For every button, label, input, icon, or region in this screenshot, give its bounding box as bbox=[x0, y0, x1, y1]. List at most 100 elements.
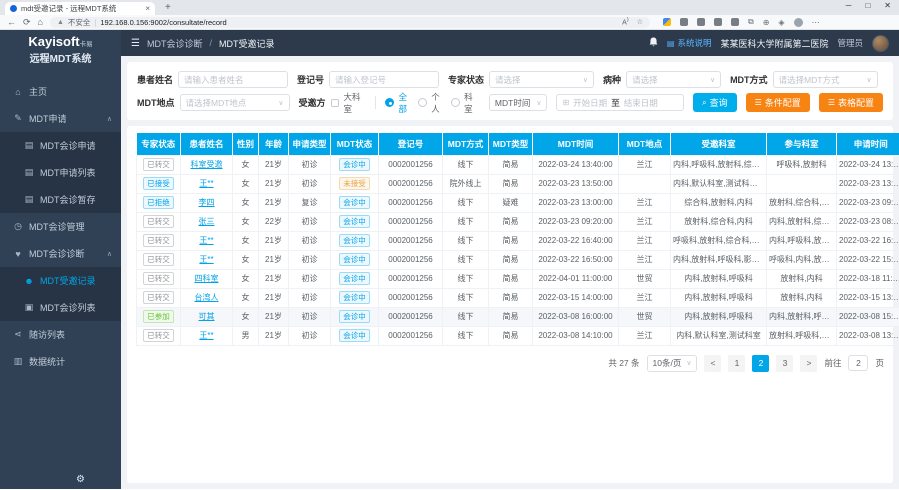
page-button-3[interactable]: 3 bbox=[776, 355, 793, 372]
page-button-2[interactable]: 2 bbox=[752, 355, 769, 372]
sidebar-item-label: MDT受邀记录 bbox=[40, 274, 96, 287]
invitee-radio-label[interactable]: 全部 bbox=[398, 91, 414, 115]
sidebar-item-MDT会诊管理[interactable]: ◷MDT会诊管理 bbox=[0, 213, 121, 240]
window-maximize-button[interactable]: □ bbox=[865, 1, 870, 10]
invitee-radio-全部[interactable] bbox=[385, 98, 394, 107]
dept-checkbox-label[interactable]: 大科室 bbox=[344, 91, 367, 115]
favorite-icon[interactable]: ☆ bbox=[637, 18, 643, 26]
sidebar-item-MDT会诊列表[interactable]: ▣MDT会诊列表 bbox=[0, 294, 121, 321]
patient-name-link[interactable]: 科室受邀 bbox=[191, 160, 223, 169]
sidebar-item-MDT申请列表[interactable]: ▤MDT申请列表 bbox=[0, 159, 121, 186]
sidebar-item-主页[interactable]: ⌂主页 bbox=[0, 78, 121, 105]
browser-tab[interactable]: mdt受邀记录 - 远程MDT系统 × bbox=[5, 2, 155, 15]
page-size-select[interactable]: 10条/页 ∨ bbox=[647, 355, 698, 372]
patient-name-link[interactable]: 四科室 bbox=[195, 274, 219, 283]
cell-apply_time: 2022-03-23 09:35:39 bbox=[837, 193, 899, 212]
goto-page-input[interactable]: 2 bbox=[848, 355, 868, 371]
mdt-time-select[interactable]: MDT时间 ∨ bbox=[489, 94, 548, 111]
cell-name: 王** bbox=[181, 231, 233, 250]
sidebar-item-MDT申请[interactable]: ✎MDT申请∧ bbox=[0, 105, 121, 132]
extension-icon[interactable] bbox=[663, 18, 671, 26]
dept-checkbox[interactable] bbox=[331, 99, 339, 107]
disease-select[interactable]: 请选择 ∨ bbox=[626, 71, 721, 88]
cell-mdt_type: 简易 bbox=[489, 155, 533, 174]
date-range-input[interactable]: ⊞ 开始日期 至 结束日期 bbox=[556, 94, 684, 111]
cell-invited_depts: 内科,放射科,呼吸科 bbox=[671, 288, 767, 307]
breadcrumb-current: MDT受邀记录 bbox=[219, 37, 275, 50]
column-header: 参与科室 bbox=[767, 133, 837, 155]
home-icon-browser[interactable]: ⌂ bbox=[38, 18, 43, 27]
invitee-radio-个人[interactable] bbox=[418, 98, 427, 107]
register-no-input[interactable]: 请输入登记号 bbox=[329, 71, 439, 88]
tab-close-icon[interactable]: × bbox=[145, 5, 150, 13]
browser-profile-avatar[interactable] bbox=[794, 18, 803, 27]
prev-page-button[interactable]: < bbox=[704, 355, 721, 372]
settings-gear-icon[interactable]: ⚙ bbox=[76, 474, 85, 485]
window-minimize-button[interactable]: ─ bbox=[846, 1, 852, 10]
browser-address-bar: ← ⟳ ⌂ ▲ 不安全 | 192.168.0.156:9002/consult… bbox=[0, 15, 899, 30]
read-aloud-icon[interactable]: A) bbox=[622, 17, 629, 26]
extension-icon[interactable] bbox=[714, 18, 722, 26]
breadcrumb-root[interactable]: MDT会诊诊断 bbox=[147, 37, 203, 50]
cell-age: 21岁 bbox=[259, 269, 289, 288]
split-screen-icon[interactable]: ⧉ bbox=[748, 17, 754, 27]
pagination-total: 共 27 条 bbox=[608, 357, 639, 369]
sidebar-item-MDT会诊诊断[interactable]: ♥MDT会诊诊断∧ bbox=[0, 240, 121, 267]
patient-name-link[interactable]: 王** bbox=[199, 255, 213, 264]
url-field[interactable]: ▲ 不安全 | 192.168.0.156:9002/consultate/re… bbox=[50, 17, 650, 28]
security-warning-icon[interactable]: ▲ bbox=[57, 19, 64, 26]
system-help-link[interactable]: ▤ 系统说明 bbox=[667, 37, 712, 49]
patient-name-input[interactable]: 请输入患者姓名 bbox=[178, 71, 288, 88]
expert-status-placeholder: 请选择 bbox=[495, 74, 521, 86]
cell-mdt_mode: 线下 bbox=[443, 193, 489, 212]
table-row: 已转交王**女21岁初诊会诊中0002001256线下简易2022-03-22 … bbox=[137, 231, 899, 250]
search-button[interactable]: ⌕ 查询 bbox=[693, 93, 737, 112]
extension-icon[interactable] bbox=[697, 18, 705, 26]
user-avatar[interactable] bbox=[872, 35, 889, 52]
back-icon[interactable]: ← bbox=[7, 18, 16, 27]
patient-name-link[interactable]: 张三 bbox=[199, 217, 215, 226]
collections-icon[interactable]: ⊕ bbox=[763, 18, 770, 27]
extension-icon[interactable] bbox=[731, 18, 739, 26]
cell-mdt_status: 会诊中 bbox=[331, 193, 379, 212]
patient-name-link[interactable]: 可其 bbox=[199, 312, 215, 321]
table-config-button[interactable]: ☰ 表格配置 bbox=[819, 93, 883, 112]
status-tag: 会诊中 bbox=[339, 310, 370, 323]
refresh-icon[interactable]: ⟳ bbox=[23, 18, 31, 27]
patient-name-link[interactable]: 王** bbox=[199, 179, 213, 188]
cell-mdt_time: 2022-03-22 16:50:00 bbox=[533, 250, 619, 269]
status-tag: 已转交 bbox=[143, 158, 174, 171]
patient-name-link[interactable]: 李四 bbox=[199, 198, 215, 207]
patient-name-link[interactable]: 王** bbox=[199, 236, 213, 245]
menu-collapse-icon[interactable]: ☰ bbox=[131, 38, 140, 49]
cell-apply_type: 初诊 bbox=[289, 326, 331, 345]
bell-icon[interactable] bbox=[649, 37, 658, 49]
sidebar-item-数据统计[interactable]: ▥数据统计 bbox=[0, 348, 121, 375]
invitee-radio-科室[interactable] bbox=[451, 98, 460, 107]
page-button-1[interactable]: 1 bbox=[728, 355, 745, 372]
patient-name-link[interactable]: 王** bbox=[199, 331, 213, 340]
next-page-button[interactable]: > bbox=[800, 355, 817, 372]
mdt-mode-select[interactable]: 请选择MDT方式 ∨ bbox=[773, 71, 878, 88]
cell-age: 21岁 bbox=[259, 326, 289, 345]
cell-name: 四科室 bbox=[181, 269, 233, 288]
window-close-button[interactable]: ✕ bbox=[884, 1, 891, 10]
invitee-radio-label[interactable]: 个人 bbox=[431, 91, 447, 115]
expert-status-select[interactable]: 请选择 ∨ bbox=[489, 71, 594, 88]
invitee-radio-label[interactable]: 科室 bbox=[464, 91, 480, 115]
sidebar-item-label: 主页 bbox=[29, 85, 47, 98]
cell-name: 王** bbox=[181, 174, 233, 193]
cell-gender: 男 bbox=[233, 326, 259, 345]
sidebar-item-MDT会诊暂存[interactable]: ▤MDT会诊暂存 bbox=[0, 186, 121, 213]
new-tab-button[interactable]: + bbox=[165, 3, 171, 13]
sidebar-item-MDT受邀记录[interactable]: ☻MDT受邀记录 bbox=[0, 267, 121, 294]
extension-icon[interactable] bbox=[680, 18, 688, 26]
browser-shield-icon[interactable]: ◈ bbox=[778, 18, 784, 27]
cell-mdt_time: 2022-03-15 14:00:00 bbox=[533, 288, 619, 307]
condition-config-button[interactable]: ☰ 条件配置 bbox=[746, 93, 810, 112]
patient-name-link[interactable]: 台湾人 bbox=[195, 293, 219, 302]
sidebar-item-随访列表[interactable]: ⋖随访列表 bbox=[0, 321, 121, 348]
sidebar-item-MDT会诊申请[interactable]: ▤MDT会诊申请 bbox=[0, 132, 121, 159]
mdt-place-select[interactable]: 请选择MDT地点 ∨ bbox=[180, 94, 290, 111]
browser-menu-icon[interactable]: ⋯ bbox=[812, 18, 820, 27]
